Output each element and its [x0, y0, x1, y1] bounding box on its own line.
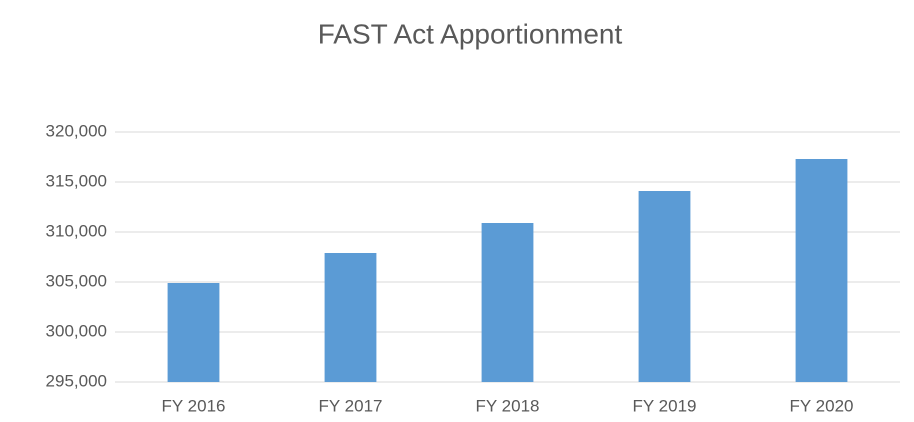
chart-title: FAST Act Apportionment	[318, 18, 623, 49]
y-tick-label: 295,000	[46, 371, 107, 390]
x-tick-label: FY 2019	[633, 396, 697, 415]
bar	[324, 253, 377, 382]
bar	[638, 191, 691, 382]
bar	[167, 283, 220, 382]
x-tick-label: FY 2018	[476, 396, 540, 415]
x-tick-label: FY 2017	[319, 396, 383, 415]
bar	[481, 223, 534, 382]
y-tick-label: 305,000	[46, 271, 107, 290]
bar	[795, 159, 848, 382]
y-tick-label: 320,000	[46, 121, 107, 140]
y-tick-label: 310,000	[46, 221, 107, 240]
y-tick-label: 300,000	[46, 321, 107, 340]
y-tick-label: 315,000	[46, 171, 107, 190]
x-tick-label: FY 2020	[790, 396, 854, 415]
x-tick-label: FY 2016	[162, 396, 226, 415]
